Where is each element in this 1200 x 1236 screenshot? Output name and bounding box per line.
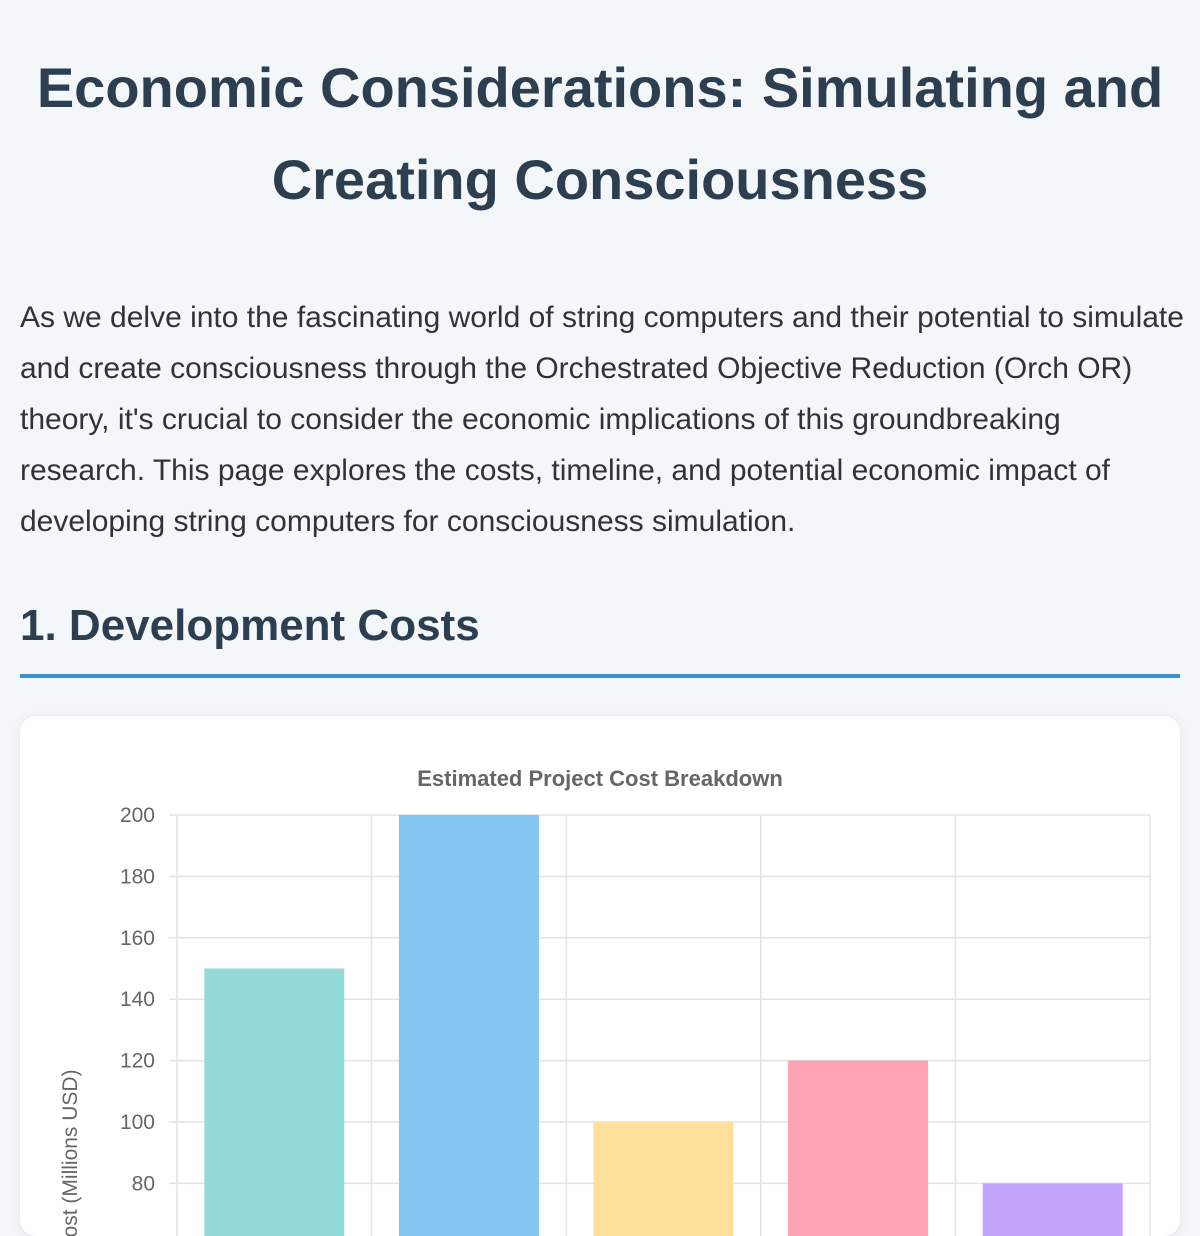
y-axis-label: Cost (Millions USD): [59, 1069, 82, 1236]
y-tick-label: 120: [120, 1050, 155, 1073]
y-tick-label: 80: [132, 1172, 155, 1195]
y-tick-label: 140: [120, 988, 155, 1011]
chart-title: Estimated Project Cost Breakdown: [417, 766, 783, 791]
cost-bar-chart: Estimated Project Cost Breakdown 80 100 12…: [20, 716, 1180, 1236]
y-tick-label: 200: [120, 804, 155, 827]
section-divider: [20, 674, 1180, 678]
ticks-layer: 80 100 120 140 160 180 200: [120, 804, 155, 1195]
bars-layer: [204, 815, 1122, 1236]
bar: [204, 969, 344, 1236]
bar: [399, 815, 539, 1236]
bar: [983, 1183, 1123, 1236]
chart-card: Estimated Project Cost Breakdown 80 100 12…: [20, 716, 1180, 1236]
bar: [594, 1122, 734, 1236]
section-heading: 1. Development Costs: [20, 596, 1180, 656]
intro-paragraph: As we delve into the fascinating world o…: [20, 292, 1185, 547]
y-tick-label: 160: [120, 927, 155, 950]
bar: [788, 1061, 928, 1236]
page-title: Economic Considerations: Simulating and …: [20, 42, 1180, 226]
y-tick-label: 180: [120, 865, 155, 888]
y-tick-label: 100: [120, 1111, 155, 1134]
page: Economic Considerations: Simulating and …: [0, 0, 1200, 1200]
